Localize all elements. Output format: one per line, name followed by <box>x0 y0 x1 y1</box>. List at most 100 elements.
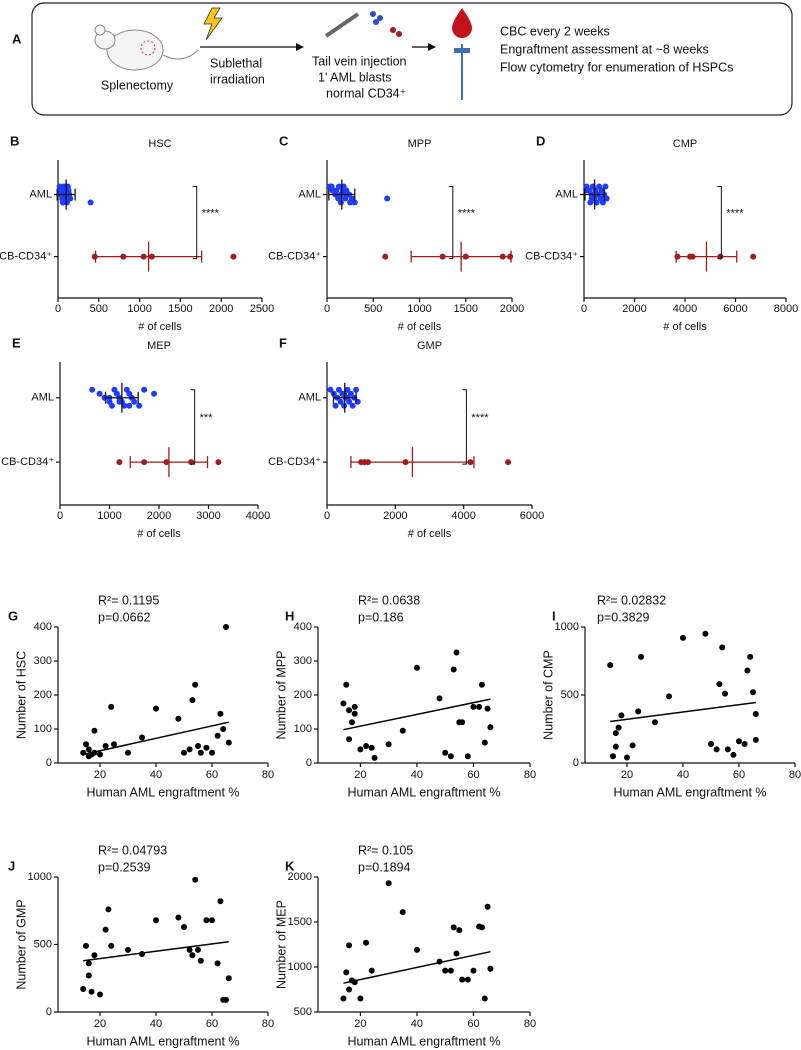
arrowhead <box>428 43 436 51</box>
y-axis-label: Number of HSC <box>14 651 28 739</box>
point <box>357 746 364 753</box>
point <box>209 749 215 756</box>
point <box>385 741 392 748</box>
point <box>470 967 477 974</box>
point <box>752 711 759 718</box>
annotation: R²= 0.04793 <box>98 843 167 857</box>
dot <box>353 386 360 393</box>
x-tick-label: 500 <box>90 303 108 315</box>
y-tick-label: 0 <box>573 757 579 769</box>
point <box>80 749 87 756</box>
y-tick-label: CB-CD34⁺ <box>1 456 54 468</box>
y-tick-label: 300 <box>294 655 312 667</box>
point <box>736 738 742 745</box>
y-tick-label: 500 <box>561 689 579 701</box>
point <box>85 746 92 753</box>
point <box>442 749 449 756</box>
point <box>91 727 98 734</box>
point <box>363 743 370 749</box>
point <box>195 743 201 749</box>
point <box>217 710 224 717</box>
point <box>108 942 115 949</box>
point <box>83 741 89 748</box>
fit-line <box>83 941 229 962</box>
panel-letter: J <box>8 858 15 873</box>
point <box>346 942 353 949</box>
x-tick-label: 40 <box>150 769 162 781</box>
dot <box>215 459 222 466</box>
x-tick-label: 20 <box>354 769 366 781</box>
x-axis-label: # of cells <box>408 528 452 540</box>
lightning-icon <box>203 7 223 41</box>
fit-line <box>83 721 229 756</box>
point <box>368 967 375 974</box>
dot <box>341 402 348 409</box>
dot <box>347 199 354 206</box>
point <box>186 746 193 753</box>
point <box>346 707 353 714</box>
point <box>217 898 224 905</box>
significance-bracket <box>717 186 722 260</box>
x-tick-label: 60 <box>733 769 745 781</box>
point <box>88 988 95 995</box>
point <box>702 630 709 637</box>
panel-letter: B <box>10 133 19 148</box>
x-tick-label: 60 <box>206 769 218 781</box>
point <box>487 724 494 731</box>
point <box>85 972 92 979</box>
point <box>447 753 454 760</box>
point <box>635 708 642 715</box>
y-tick-label: 2000 <box>288 871 312 883</box>
significance-bracket <box>462 389 467 465</box>
dot <box>337 398 344 405</box>
y-tick-label: AML <box>31 392 54 404</box>
dot <box>599 199 606 206</box>
point <box>484 705 491 712</box>
point <box>189 697 196 704</box>
point <box>371 754 378 761</box>
dot <box>344 386 351 393</box>
x-tick-label: 6000 <box>723 303 747 315</box>
y-axis-label: Number of CMP <box>541 650 555 740</box>
point <box>368 744 375 751</box>
x-tick-label: 2000 <box>500 303 524 315</box>
point <box>348 719 355 726</box>
point <box>413 946 420 953</box>
point <box>413 664 420 671</box>
point <box>186 946 193 953</box>
point <box>197 749 204 756</box>
x-tick-label: 6000 <box>520 510 544 522</box>
y-tick-label: AML <box>29 188 52 200</box>
point <box>153 705 159 712</box>
x-tick-label: 20 <box>94 769 106 781</box>
dot <box>750 253 757 260</box>
error-bar <box>328 179 356 210</box>
point <box>624 754 630 761</box>
point <box>108 703 115 710</box>
annotation: p=0.0662 <box>98 610 151 624</box>
point <box>478 681 485 688</box>
point <box>192 681 199 688</box>
x-tick-label: 500 <box>364 303 382 315</box>
significance-bracket <box>448 186 454 260</box>
arrowhead <box>296 43 304 51</box>
x-tick-label: 20 <box>354 1018 366 1030</box>
point <box>652 719 658 726</box>
dot <box>91 253 98 260</box>
dot <box>126 402 133 409</box>
x-tick-label: 4000 <box>451 510 475 522</box>
point <box>752 736 759 743</box>
x-tick-label: 2000 <box>147 510 171 522</box>
x-axis-label: # of cells <box>138 321 182 333</box>
point <box>476 703 483 710</box>
point <box>225 975 232 982</box>
point <box>181 749 187 756</box>
dot <box>59 199 66 206</box>
y-tick-label: 200 <box>294 689 312 701</box>
x-tick-label: 1000 <box>407 303 431 315</box>
dot <box>136 402 143 409</box>
point <box>487 965 494 972</box>
significance: **** <box>202 207 220 219</box>
point <box>436 695 443 702</box>
